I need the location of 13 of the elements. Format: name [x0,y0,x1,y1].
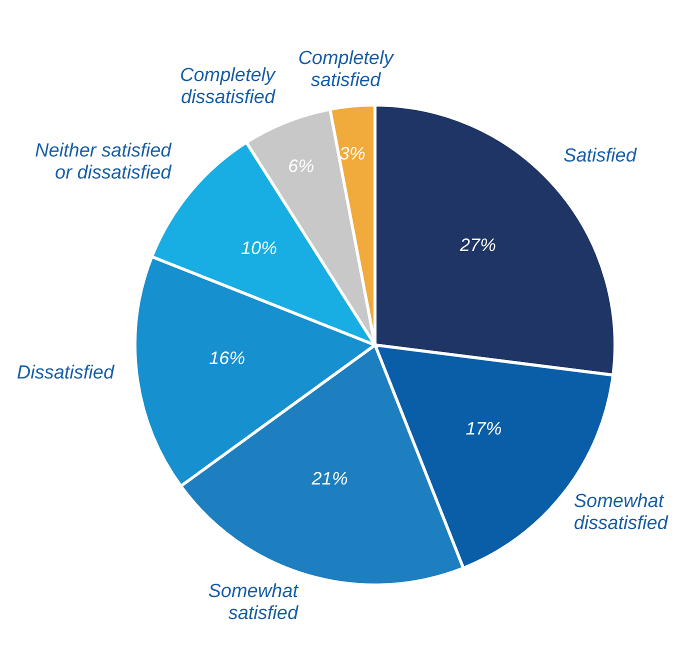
slice-label: Completely dissatisfied [180,64,277,108]
slice-label: Somewhat dissatisfied [574,490,670,534]
slice-label: Completely satisfied [298,48,395,91]
slice-label: Dissatisfied [16,362,116,383]
data-label: 17% [466,418,502,438]
data-label: 10% [241,238,278,258]
data-label: 16% [209,348,246,368]
slice-label: Satisfied [564,144,638,166]
slice-label: Somewhat satisfied [208,580,300,624]
data-label: 3% [339,144,366,164]
slice-label: Neither satisfied or dissatisfied [34,140,173,184]
data-label: 27% [459,234,496,255]
data-label: 21% [310,468,348,488]
